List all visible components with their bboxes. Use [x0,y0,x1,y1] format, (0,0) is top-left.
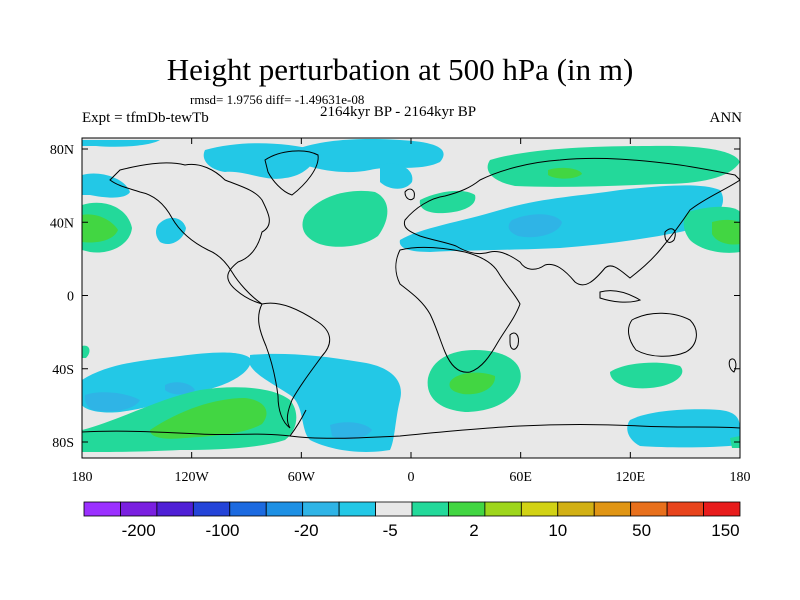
contour-region [380,163,413,189]
coastline-indonesia [599,290,642,303]
colorbar-tick-label: 10 [548,521,567,540]
contour-region [84,392,140,412]
lat-tick-label: 40S [52,363,74,378]
contour-region [82,173,130,198]
contour-region [165,382,195,395]
contour-region [82,214,118,243]
coastline-layer [82,150,740,439]
contour-region [302,190,388,247]
contour-region [712,219,740,245]
colorbar-tick-label: -100 [205,521,239,540]
latitude-axis: 80N 40N 0 40S 80S [50,143,740,451]
contour-region [82,140,160,147]
colorbar-tick-label: -20 [294,521,319,540]
lon-tick-label: 60E [509,470,532,485]
lon-tick-label: 120W [175,470,210,485]
contour-region [399,185,724,252]
colorbar-tick-label: 50 [632,521,651,540]
contour-region [155,217,186,245]
lon-tick-label: 180 [730,470,751,485]
colorbar-swatch [703,501,741,517]
lat-tick-label: 0 [67,290,74,305]
lon-tick-label: 180 [72,470,93,485]
lat-tick-label: 80N [50,143,74,158]
colorbar-swatch [192,501,231,517]
colorbar-swatch [411,501,449,517]
contour-region [330,422,372,440]
coastline-africa [395,246,521,373]
contour-region [82,345,90,358]
colorbar-swatch [484,501,522,517]
colorbar-swatch [630,501,668,517]
colorbar-swatch [302,501,340,517]
contour-region [610,362,683,389]
contour-region [627,409,740,448]
contour-fill-layer [82,138,740,452]
coastline-greenland [264,150,319,196]
chart-title: Height perturbation at 500 hPa (in m) [166,52,634,87]
coastline-japan [664,228,676,243]
experiment-label: Expt = tfmDb-tewTb [82,110,209,126]
colorbar-swatch [83,501,121,517]
colorbar-swatch [229,501,267,517]
colorbar-swatch [375,501,413,517]
colorbar-swatch [593,501,632,517]
coastline-eurasia [403,157,740,286]
colorbar-tick-label: -200 [122,521,156,540]
coastline-antarctica [82,424,740,439]
colorbar-swatch [520,501,559,517]
period-label: 2164kyr BP - 2164kyr BP [320,104,477,120]
colorbar-swatch [557,501,595,517]
coastline-antarctic-peninsula [289,409,307,437]
contour-region [150,398,267,439]
contour-region [548,167,582,179]
lat-tick-label: 80S [52,436,74,451]
colorbar-swatch [666,501,704,517]
longitude-axis: 180 120W 60W 0 60E 120E 180 [72,138,751,485]
coastline-uk [404,188,415,201]
lon-tick-label: 0 [408,470,415,485]
lon-tick-label: 60W [288,470,316,485]
contour-region [300,138,444,173]
contour-region [449,372,496,395]
colorbar-swatch [338,501,376,517]
colorbar-swatch [156,501,194,517]
coastline-madagascar [509,332,519,350]
colorbar-swatch [265,501,304,517]
contour-region [419,190,476,214]
coastline-north-america [109,162,270,305]
coastline-australia [628,312,697,357]
season-label: ANN [709,110,743,126]
colorbar-swatch [448,501,486,517]
colorbar-tick-label: -5 [383,521,398,540]
coastline-south-america [258,302,331,429]
lat-tick-label: 40N [50,216,74,231]
colorbar: -200 -100 -20 -5 2 10 50 150 [83,501,741,540]
stats-text: rmsd= 1.9756 diff= -1.49631e-08 [190,92,365,107]
coastline-new-zealand [728,358,737,373]
lon-tick-label: 120E [616,470,646,485]
colorbar-swatch [120,501,158,517]
contour-region [487,145,740,187]
colorbar-tick-label: 150 [711,521,739,540]
contour-region [508,214,562,238]
colorbar-tick-label: 2 [469,521,478,540]
